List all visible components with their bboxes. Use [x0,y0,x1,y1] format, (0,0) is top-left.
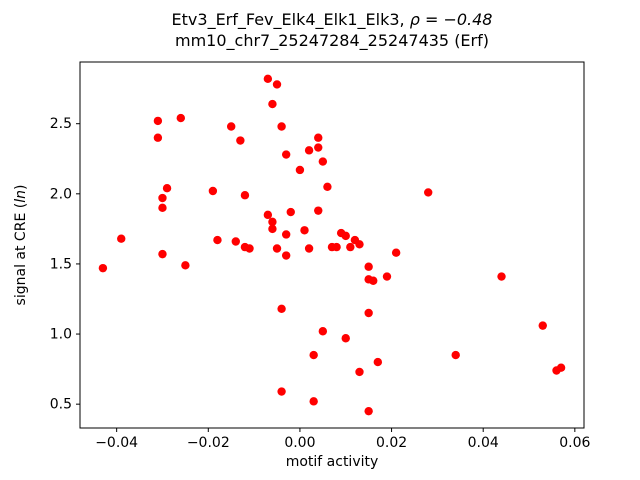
data-point [424,188,433,197]
data-point [323,182,332,192]
data-point [272,244,282,253]
data-point [158,203,167,213]
data-point [272,80,282,89]
data-point [369,276,378,285]
data-point [391,248,401,257]
data-point [286,207,295,217]
y-tick-label: 1.0 [50,327,72,343]
y-axis-label: signal at CRE (ln) [13,185,29,306]
data-point [158,193,167,203]
y-tick-label: 2.0 [50,186,72,202]
chart-title: Etv3_Erf_Fev_Elk4_Elk1_Elk3, ρ = −0.48 m… [80,9,584,51]
data-point [497,272,506,281]
data-point [314,133,323,142]
data-point [153,133,163,142]
data-point [227,122,236,131]
data-point [295,165,305,175]
data-point [304,146,314,155]
data-point [181,261,190,270]
chart-title-prefix: Etv3_Erf_Fev_Elk4_Elk1_Elk3, [171,10,410,29]
data-point [341,334,350,343]
data-point [208,186,218,196]
data-point [281,251,291,260]
data-point [117,234,126,243]
data-point [355,367,364,377]
y-axis-label-suffix: ) [13,184,29,191]
data-point [277,387,286,396]
data-point [213,235,222,245]
data-point [268,224,277,234]
x-tick-label: 0.06 [559,435,590,451]
y-tick-label: 1.5 [50,256,72,272]
scatter-points [98,74,566,416]
data-point [263,74,273,84]
data-point [236,136,245,145]
data-point [332,242,341,252]
data-point [240,191,250,200]
data-point [373,357,383,367]
y-tick-label: 2.5 [50,116,72,132]
data-point [364,262,373,271]
x-axis-label: motif activity [285,454,379,470]
x-tick-label: −0.04 [95,435,138,451]
data-point [98,263,108,273]
data-point [231,237,240,246]
data-point [318,327,328,336]
chart-title-rho-expression: ρ = −0.48 [409,10,493,29]
data-point [300,226,309,235]
data-point [382,272,392,281]
data-point [538,321,547,330]
data-point [318,157,328,166]
plot-frame [79,61,585,429]
data-point [158,249,167,259]
data-point [309,397,318,406]
data-point [245,244,254,253]
data-point [304,244,314,253]
data-point [277,304,286,314]
y-tick-label: 0.5 [50,397,72,413]
data-point [263,210,273,220]
chart-title-line1: Etv3_Erf_Fev_Elk4_Elk1_Elk3, ρ = −0.48 [80,9,584,30]
data-point [281,150,291,159]
data-point [176,113,185,123]
data-point [309,350,318,360]
x-tick-label: 0.04 [468,435,499,451]
data-point [556,363,566,372]
x-tick-label: 0.00 [284,435,315,451]
data-point [364,308,373,318]
data-point [268,99,277,109]
data-point [314,143,323,152]
x-tick-label: 0.02 [376,435,407,451]
y-axis-label-prefix: signal at CRE ( [13,202,29,306]
chart-subtitle: mm10_chr7_25247284_25247435 (Erf) [175,31,489,50]
x-tick-label: −0.02 [187,435,230,451]
data-point [268,217,277,227]
data-point [341,231,350,241]
data-point [355,240,364,249]
data-point [162,184,172,193]
data-point [364,406,373,416]
data-point [451,350,460,360]
data-point [314,206,323,215]
y-axis-label-italic: ln [13,190,29,203]
data-point [153,116,163,126]
data-point [281,230,291,239]
data-point [277,122,286,131]
data-point [346,242,355,252]
